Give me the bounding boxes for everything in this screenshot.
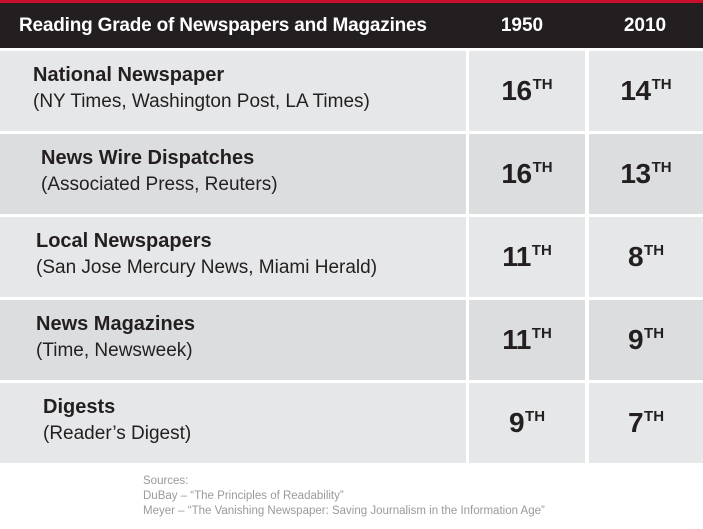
grade-value: 13 TH [589, 134, 703, 214]
grade-suffix: TH [532, 75, 553, 93]
grade-value: 9 TH [589, 300, 703, 380]
table-row: News Wire Dispatches (Associated Press, … [0, 134, 703, 214]
source-item: Meyer – “The Vanishing Newspaper: Saving… [143, 505, 545, 517]
grade-value: 16 TH [469, 134, 585, 214]
grade-value: 8 TH [589, 217, 703, 297]
publication-cell: National Newspaper (NY Times, Washington… [0, 51, 466, 131]
grade-number: 16 [501, 75, 532, 106]
publication-cell: Digests (Reader’s Digest) [0, 383, 466, 463]
grade-suffix: TH [644, 407, 665, 425]
grade-cell-2010: 13 TH [589, 134, 703, 214]
grade-value: 11 TH [469, 300, 585, 380]
grade-cell-1950: 11 TH [469, 300, 585, 380]
grade-number: 14 [620, 75, 651, 106]
grade-number: 7 [627, 407, 644, 438]
publication-name: National Newspaper [33, 64, 225, 86]
grade-number: 11 [502, 241, 531, 272]
publication-name: Digests [43, 396, 116, 418]
publication-name: News Wire Dispatches [41, 147, 255, 169]
publication-cell: News Wire Dispatches (Associated Press, … [0, 134, 466, 214]
grade-suffix: TH [651, 75, 672, 93]
grade-value: 7 TH [589, 383, 703, 463]
grade-cell-1950: 16 TH [469, 134, 585, 214]
publication-cell: News Magazines (Time, Newsweek) [0, 300, 466, 380]
publication-examples: (Associated Press, Reuters) [41, 174, 278, 195]
grade-value: 16 TH [469, 51, 585, 131]
grade-suffix: TH [531, 241, 552, 259]
grade-cell-2010: 14 TH [589, 51, 703, 131]
grade-suffix: TH [644, 324, 665, 342]
publication-examples: (Time, Newsweek) [36, 340, 193, 361]
grade-suffix: TH [651, 158, 672, 176]
grade-value: 9 TH [469, 383, 585, 463]
publication-examples: (San Jose Mercury News, Miami Herald) [36, 257, 378, 278]
grade-cell-2010: 7 TH [589, 383, 703, 463]
grade-cell-1950: 9 TH [469, 383, 585, 463]
table-row: Digests (Reader’s Digest) 9 TH 7 TH [0, 383, 703, 463]
column-header-1950: 1950 [500, 15, 544, 36]
grade-number: 9 [627, 324, 644, 355]
grade-number: 9 [508, 407, 525, 438]
grade-cell-1950: 11 TH [469, 217, 585, 297]
column-header-2010: 2010 [623, 15, 667, 36]
source-item: DuBay – “The Principles of Readability” [143, 490, 344, 502]
grade-value: 14 TH [589, 51, 703, 131]
table-title: Reading Grade of Newspapers and Magazine… [19, 15, 427, 36]
publication-name: Local Newspapers [36, 230, 212, 252]
grade-cell-2010: 8 TH [589, 217, 703, 297]
grade-suffix: TH [644, 241, 665, 259]
table-row: National Newspaper (NY Times, Washington… [0, 51, 703, 131]
table-row: News Magazines (Time, Newsweek) 11 TH 9 TH [0, 300, 703, 380]
grade-number: 13 [620, 158, 651, 189]
grade-suffix: TH [525, 407, 546, 425]
sources-note: Sources: DuBay – “The Principles of Read… [143, 474, 545, 519]
publication-name: News Magazines [36, 313, 195, 335]
grade-cell-2010: 9 TH [589, 300, 703, 380]
publication-examples: (Reader’s Digest) [43, 423, 192, 444]
sources-heading: Sources: [143, 475, 189, 487]
grade-number: 16 [501, 158, 532, 189]
publication-cell: Local Newspapers (San Jose Mercury News,… [0, 217, 466, 297]
grade-suffix: TH [532, 158, 553, 176]
grade-number: 11 [502, 324, 531, 355]
grade-cell-1950: 16 TH [469, 51, 585, 131]
grade-number: 8 [627, 241, 644, 272]
publication-examples: (NY Times, Washington Post, LA Times) [33, 91, 370, 112]
grade-value: 11 TH [469, 217, 585, 297]
accent-bar [0, 0, 703, 3]
grade-suffix: TH [531, 324, 552, 342]
table-header: Reading Grade of Newspapers and Magazine… [0, 3, 703, 48]
table-row: Local Newspapers (San Jose Mercury News,… [0, 217, 703, 297]
